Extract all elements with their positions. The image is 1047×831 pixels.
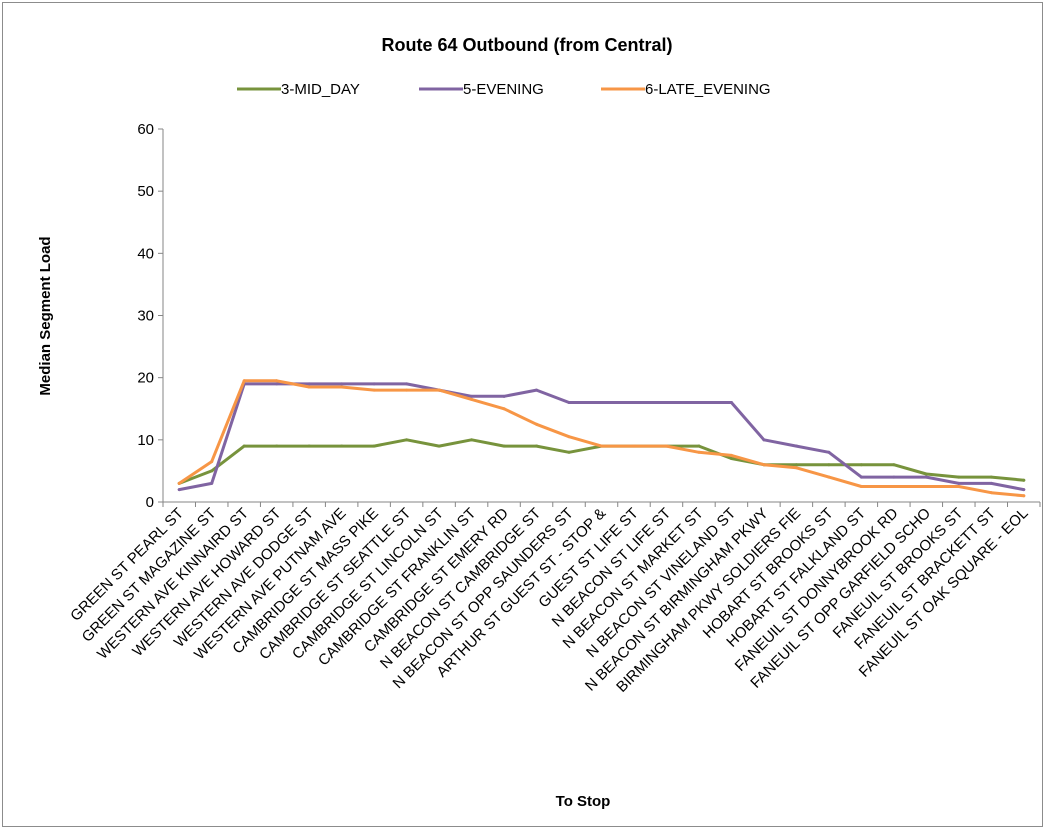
legend-label: 6-LATE_EVENING (645, 81, 771, 98)
data-point (989, 475, 993, 479)
data-point (307, 382, 311, 386)
data-point (470, 438, 474, 442)
data-point (697, 444, 701, 448)
y-tick-labels: 0 10 20 30 40 50 60 (137, 121, 154, 511)
y-tick-label: 50 (137, 183, 154, 200)
data-point (535, 422, 539, 426)
y-tick-label: 40 (137, 245, 154, 262)
data-point (762, 463, 766, 467)
data-point (275, 444, 279, 448)
data-point (1022, 488, 1026, 492)
data-point (242, 444, 246, 448)
data-point (794, 466, 798, 470)
data-point (437, 444, 441, 448)
data-point (827, 450, 831, 454)
data-point (405, 382, 409, 386)
data-point (859, 475, 863, 479)
data-point (567, 435, 571, 439)
data-point (729, 456, 733, 460)
data-point (210, 460, 214, 464)
data-point (957, 475, 961, 479)
data-point (859, 484, 863, 488)
chart-title: Route 64 Outbound (from Central) (382, 35, 673, 55)
y-tick-label: 60 (137, 121, 154, 138)
data-point (177, 488, 181, 492)
data-point (210, 469, 214, 473)
data-point (405, 438, 409, 442)
data-point (307, 385, 311, 389)
data-point (340, 444, 344, 448)
data-point (827, 463, 831, 467)
legend-label: 3-MID_DAY (281, 81, 360, 98)
data-point (892, 463, 896, 467)
data-point (372, 444, 376, 448)
data-point (664, 444, 668, 448)
y-tick-label: 20 (137, 370, 154, 387)
series-points (177, 379, 1026, 498)
data-point (827, 475, 831, 479)
data-point (307, 444, 311, 448)
data-point (502, 444, 506, 448)
y-tick-label: 10 (137, 432, 154, 449)
data-point (859, 463, 863, 467)
data-point (567, 450, 571, 454)
data-point (177, 481, 181, 485)
data-point (275, 379, 279, 383)
data-point (437, 388, 441, 392)
data-point (729, 401, 733, 405)
data-point (892, 484, 896, 488)
data-point (372, 382, 376, 386)
x-axis-title: To Stop (556, 793, 611, 810)
data-point (600, 401, 603, 405)
data-point (340, 385, 344, 389)
series-lines (177, 379, 1026, 498)
data-point (892, 475, 896, 479)
data-point (762, 438, 766, 442)
data-point (664, 401, 668, 405)
data-point (340, 382, 344, 386)
data-point (502, 407, 506, 411)
data-point (729, 453, 733, 457)
data-point (535, 444, 539, 448)
data-point (794, 463, 798, 467)
data-point (924, 475, 928, 479)
data-point (957, 481, 961, 485)
data-point (632, 401, 636, 405)
series-line-5-evening (177, 382, 1026, 492)
data-point (697, 450, 701, 454)
data-point (502, 394, 506, 398)
legend: 3-MID_DAY 5-EVENING 6-LATE_EVENING (237, 81, 771, 98)
data-point (275, 382, 279, 386)
series-points (177, 382, 1026, 492)
data-point (924, 484, 928, 488)
legend-label: 5-EVENING (463, 81, 544, 98)
data-point (1022, 478, 1026, 482)
data-point (242, 379, 246, 383)
axes (158, 128, 1041, 507)
data-point (210, 481, 214, 485)
y-tick-label: 0 (146, 494, 154, 511)
data-point (697, 401, 701, 405)
data-point (1022, 494, 1026, 498)
data-point (632, 444, 636, 448)
data-point (794, 444, 798, 448)
data-point (470, 394, 474, 398)
data-point (600, 444, 603, 448)
y-axis-title: Median Segment Load (37, 236, 54, 395)
data-point (405, 388, 409, 392)
y-tick-label: 30 (137, 308, 154, 325)
data-point (535, 388, 539, 392)
data-point (470, 397, 474, 401)
data-point (924, 472, 928, 476)
data-point (989, 491, 993, 495)
data-point (567, 401, 571, 405)
data-point (957, 484, 961, 488)
data-point (989, 481, 993, 485)
data-point (372, 388, 376, 392)
